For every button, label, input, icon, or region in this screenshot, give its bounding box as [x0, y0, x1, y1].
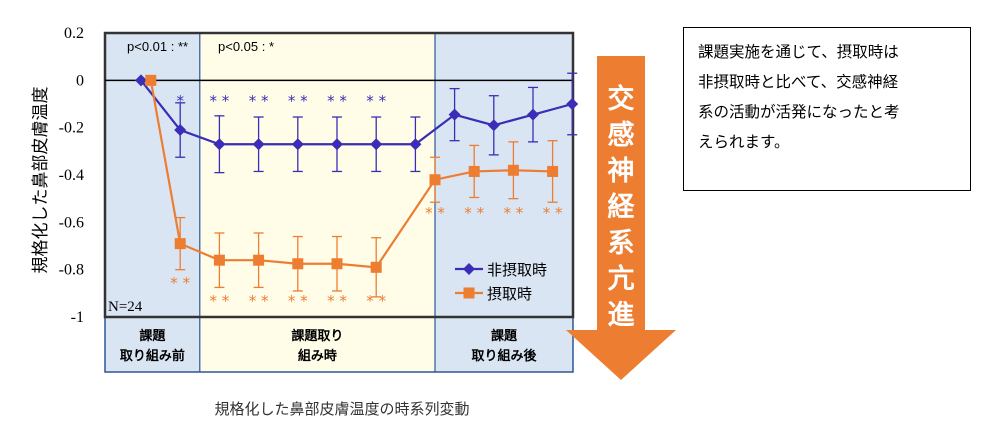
significance-star: * * — [366, 292, 386, 310]
arrow-char: 感 — [608, 119, 635, 151]
significance-star: * * — [249, 92, 269, 110]
arrow-shape — [566, 56, 676, 380]
data-point — [145, 74, 157, 86]
significance-star: * — [176, 92, 184, 110]
data-point — [331, 258, 343, 270]
data-point — [331, 138, 343, 151]
note-line: 系の活動が活発になったと考 — [698, 103, 900, 121]
phase-label: 課題 — [139, 328, 166, 344]
data-point — [370, 138, 383, 151]
data-point — [213, 254, 225, 266]
significance-star: * * — [288, 92, 308, 110]
y-tick-label: -0.8 — [59, 262, 84, 279]
significance-star: * * — [249, 292, 269, 310]
y-tick-label: -0.2 — [59, 120, 84, 137]
significance-star: * * — [504, 204, 524, 222]
data-point — [448, 108, 461, 121]
chart-caption: 規格化した鼻部皮膚温度の時系列変動 — [214, 400, 469, 418]
data-point — [468, 165, 480, 177]
significance-star: * * — [170, 274, 190, 292]
significance-star: * * — [210, 92, 230, 110]
data-point — [429, 174, 441, 186]
phase-label: 取り組み前 — [120, 348, 185, 364]
data-point — [292, 258, 304, 270]
significance-star: * * — [210, 292, 230, 310]
y-tick-label: -0.4 — [59, 167, 84, 184]
phase-label: 取り組み後 — [471, 348, 537, 364]
data-point — [370, 261, 382, 273]
note-line: えられます。 — [698, 133, 790, 151]
phase-region — [199, 33, 435, 372]
y-axis-label: 規格化した鼻部皮膚温度 — [31, 87, 51, 274]
data-point — [253, 254, 265, 266]
legend-marker — [463, 263, 475, 275]
data-point — [252, 138, 265, 151]
arrow-char: 進 — [608, 300, 635, 331]
significance-star: * * — [288, 292, 308, 310]
note-box: 課題実施を通じて、摂取時は 非摂取時と比べて、交感神経 系の活動が活発になったと… — [683, 27, 971, 191]
data-point — [507, 164, 519, 176]
data-point — [174, 238, 186, 250]
significance-star: * * — [543, 204, 563, 222]
significance-star: * * — [327, 92, 347, 110]
note-line: 非摂取時と比べて、交感神経 — [698, 73, 899, 91]
arrow-char: 系 — [608, 228, 635, 259]
y-tick-label: -1 — [71, 309, 84, 326]
phase-label: 課題取り — [291, 328, 343, 344]
significance-p01: p<0.01 : ** — [127, 39, 188, 54]
y-tick-label: -0.6 — [59, 214, 84, 231]
data-point — [213, 138, 226, 151]
arrow-char: 交 — [608, 83, 635, 115]
n-label: N=24 — [108, 299, 143, 315]
data-point — [527, 108, 539, 121]
data-point — [174, 124, 187, 137]
significance-p05: p<0.05 : * — [218, 39, 274, 54]
significance-star: * * — [464, 204, 484, 222]
plot-area — [103, 31, 575, 319]
arrow-char: 神 — [608, 156, 635, 187]
data-point — [487, 119, 500, 132]
data-point — [291, 138, 304, 151]
legend-label: 摂取時 — [487, 285, 532, 303]
significance-star: * * — [366, 92, 386, 110]
significance-star: * * — [425, 204, 445, 222]
y-tick-label: 0.2 — [64, 25, 84, 42]
note-line: 課題実施を通じて、摂取時は — [698, 43, 899, 61]
significance-star: * * — [327, 292, 347, 310]
data-point — [547, 165, 559, 177]
data-point — [566, 98, 579, 110]
series-line — [140, 79, 573, 146]
phase-label: 組み時 — [298, 348, 337, 364]
legend-marker — [463, 287, 475, 299]
legend-label: 非摂取時 — [487, 261, 547, 279]
arrow-char: 経 — [608, 191, 636, 223]
y-tick-label: 0 — [76, 72, 84, 89]
data-point — [135, 74, 147, 87]
phase-label: 課題 — [491, 328, 518, 344]
data-point — [409, 138, 422, 151]
arrow-char: 亢 — [608, 263, 635, 295]
